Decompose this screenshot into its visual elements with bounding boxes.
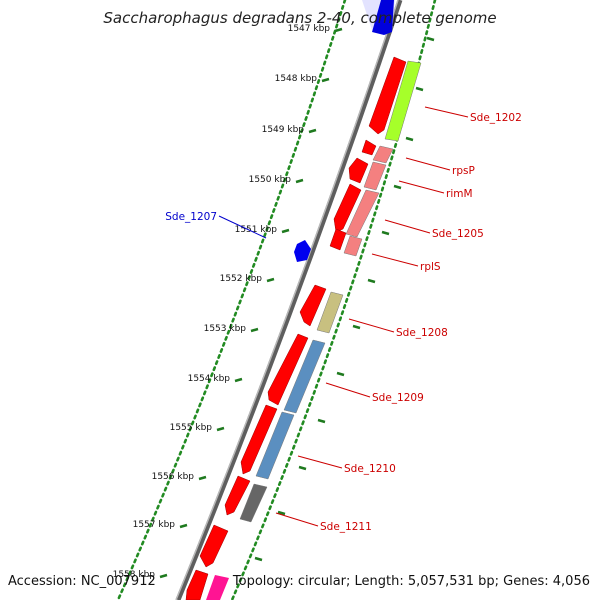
scale-tick <box>295 178 304 184</box>
scale-tick <box>266 277 275 283</box>
scale-tick <box>159 573 168 579</box>
cog-block <box>283 339 326 414</box>
cog-block <box>363 161 387 191</box>
cog-block <box>239 483 268 523</box>
gene-label-leader <box>424 106 469 118</box>
gene-label-leader <box>218 215 267 239</box>
cog-block <box>316 291 344 334</box>
cds-arrow <box>329 228 347 251</box>
cds-arrow <box>299 284 327 327</box>
cds-arrow <box>240 404 278 475</box>
scale-label: 1552 kbp <box>220 274 263 284</box>
reverse-cds-arrow <box>294 240 311 262</box>
cog-block <box>255 411 295 480</box>
cds-arrow <box>348 157 369 184</box>
genome-backbone <box>175 0 403 601</box>
gene-label-leader <box>405 157 451 171</box>
gene-label: Sde_1208 <box>396 327 448 339</box>
feature-tick <box>352 324 361 330</box>
scale-label: 1556 kbp <box>152 472 195 482</box>
scale-label: 1555 kbp <box>170 423 213 433</box>
gene-label-leader <box>275 512 319 527</box>
scale-tick <box>250 327 259 333</box>
feature-tick <box>367 278 376 284</box>
scale-label: 1557 kbp <box>133 520 176 530</box>
scale-tick <box>334 27 343 33</box>
gene-label: Sde_1205 <box>432 228 484 240</box>
feature-tick <box>393 184 402 190</box>
accession-text: Accession: NC_007912 <box>8 574 156 589</box>
gene-label: Sde_1211 <box>320 521 372 533</box>
gene-label: Sde_1210 <box>344 463 396 475</box>
partial-reverse-cds-top <box>372 0 394 35</box>
scale-label: 1549 kbp <box>262 125 305 135</box>
gene-label-leader <box>384 219 431 234</box>
cds-arrow <box>267 333 309 406</box>
scale-label: 1554 kbp <box>188 374 231 384</box>
gene-label: rplS <box>420 261 441 273</box>
cog-block <box>372 145 394 164</box>
genome-summary-text: Topology: circular; Length: 5,057,531 bp… <box>232 574 590 589</box>
feature-tick <box>336 371 345 377</box>
feature-tick <box>298 465 307 471</box>
cog-block <box>384 60 422 142</box>
scale-tick <box>179 523 188 529</box>
scale-label: 1558 kbp <box>113 570 156 580</box>
scale-tick <box>321 77 330 83</box>
gene-label: Sde_1202 <box>470 112 522 124</box>
gene-label-leader <box>371 253 419 267</box>
backbone-highlight <box>175 0 399 601</box>
gene-label: Sde_1207 <box>165 211 217 223</box>
feature-tick <box>381 230 390 236</box>
gene-label-leader <box>348 318 395 333</box>
cog-block <box>343 235 363 257</box>
scale-label: 1551 kbp <box>235 225 278 235</box>
partial-cog-block-bottom <box>206 575 229 600</box>
scale-tick <box>216 426 225 432</box>
gene-label: Sde_1209 <box>372 392 424 404</box>
gene-label-leader <box>297 455 343 469</box>
feature-tick <box>317 418 326 424</box>
cds-arrow <box>361 139 377 156</box>
scale-tick <box>234 377 243 383</box>
scale-tick <box>281 228 290 234</box>
map-title: Saccharophagus degradans 2-40, complete … <box>103 9 497 27</box>
cds-arrow <box>199 524 229 568</box>
scale-tick <box>308 128 317 134</box>
feature-tick <box>426 36 435 42</box>
scale-label: 1547 kbp <box>288 24 331 34</box>
scale-label: 1553 kbp <box>204 324 247 334</box>
gene-labels: Sde_1202 rpsP rimM Sde_1205 rplS Sde_1207 Sde_… <box>165 106 522 533</box>
feature-tick <box>415 86 424 92</box>
feature-tick <box>254 556 263 562</box>
scale-dotted-line <box>116 0 347 602</box>
scale-tick <box>198 475 207 481</box>
cds-arrow <box>224 475 251 516</box>
cog-block <box>345 189 380 238</box>
gene-label: rpsP <box>452 165 475 177</box>
scale-label: 1548 kbp <box>275 74 318 84</box>
gene-label-leader <box>325 382 371 398</box>
feature-tick <box>405 136 414 142</box>
feature-tick <box>277 510 286 516</box>
gene-label-leader <box>398 180 445 194</box>
cds-arrow <box>368 56 407 135</box>
gene-label: rimM <box>446 188 473 200</box>
scale-label: 1550 kbp <box>249 175 292 185</box>
feature-track <box>185 0 422 601</box>
backbone-line <box>175 0 403 601</box>
